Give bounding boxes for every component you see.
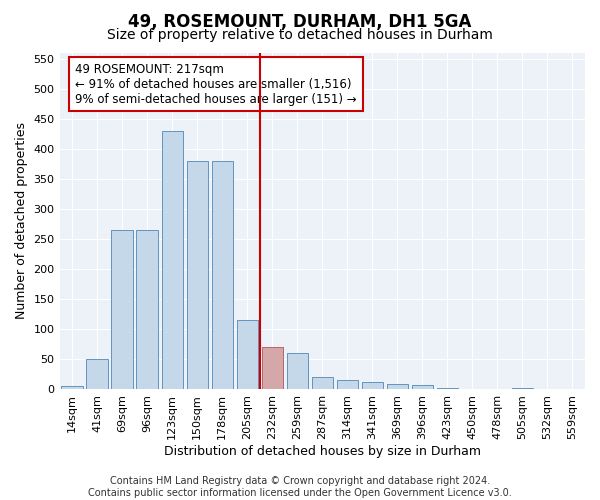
X-axis label: Distribution of detached houses by size in Durham: Distribution of detached houses by size … — [164, 444, 481, 458]
Bar — [161, 130, 183, 389]
Bar — [362, 382, 383, 389]
Bar — [136, 230, 158, 389]
Bar — [262, 347, 283, 389]
Bar — [187, 160, 208, 389]
Text: 49, ROSEMOUNT, DURHAM, DH1 5GA: 49, ROSEMOUNT, DURHAM, DH1 5GA — [128, 12, 472, 30]
Bar — [236, 320, 258, 389]
Bar — [311, 377, 333, 389]
Y-axis label: Number of detached properties: Number of detached properties — [15, 122, 28, 319]
Bar — [512, 388, 533, 389]
Bar — [337, 380, 358, 389]
Bar — [86, 359, 108, 389]
Bar — [212, 160, 233, 389]
Text: Size of property relative to detached houses in Durham: Size of property relative to detached ho… — [107, 28, 493, 42]
Bar — [412, 385, 433, 389]
Bar — [437, 388, 458, 389]
Bar — [287, 353, 308, 389]
Bar — [112, 230, 133, 389]
Bar — [61, 386, 83, 389]
Bar — [387, 384, 408, 389]
Text: Contains HM Land Registry data © Crown copyright and database right 2024.
Contai: Contains HM Land Registry data © Crown c… — [88, 476, 512, 498]
Text: 49 ROSEMOUNT: 217sqm
← 91% of detached houses are smaller (1,516)
9% of semi-det: 49 ROSEMOUNT: 217sqm ← 91% of detached h… — [76, 62, 357, 106]
